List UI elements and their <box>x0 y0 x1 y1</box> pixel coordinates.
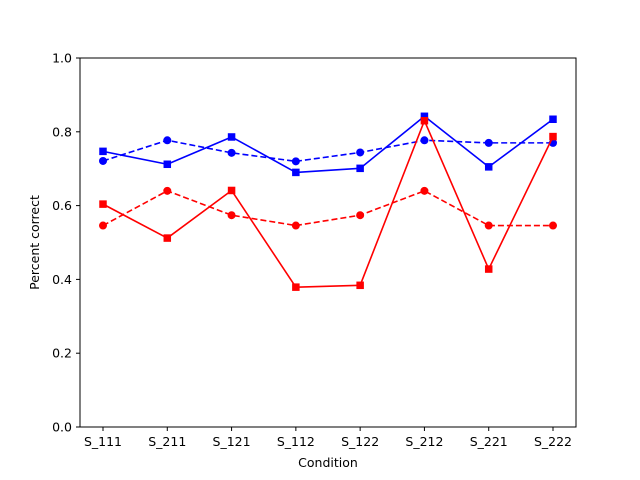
data-point <box>356 148 365 157</box>
data-point <box>484 221 493 230</box>
series-line <box>102 190 553 227</box>
data-point <box>227 133 236 141</box>
data-point <box>99 156 107 165</box>
x-tick-label: S_222 <box>534 434 572 449</box>
series-line <box>102 115 554 174</box>
y-axis-label: Percent correct <box>27 195 42 290</box>
y-tick-label: 0.4 <box>52 272 72 287</box>
data-point <box>163 160 172 169</box>
y-tick-label: 0.8 <box>52 124 72 139</box>
data-point <box>99 147 107 156</box>
data-point <box>549 132 557 141</box>
data-point <box>420 186 429 195</box>
data-point <box>99 221 107 230</box>
data-point <box>291 157 300 166</box>
x-tick-label: S_212 <box>405 434 443 449</box>
y-tick-label: 0.0 <box>52 420 72 435</box>
data-point <box>99 200 107 208</box>
data-point <box>484 138 493 147</box>
data-point <box>549 221 557 230</box>
data-point <box>291 221 300 230</box>
data-point <box>292 283 300 291</box>
data-point <box>420 112 429 121</box>
data-point <box>227 148 236 157</box>
data-point <box>356 211 365 220</box>
data-point <box>420 116 429 125</box>
data-point <box>356 281 364 290</box>
x-tick-label: S_122 <box>341 434 379 449</box>
y-tick-label: 0.6 <box>52 198 72 213</box>
series-line <box>102 139 553 163</box>
y-tick-label: 1.0 <box>52 51 72 66</box>
data-point <box>163 234 172 242</box>
data-point <box>163 186 172 195</box>
y-tick-label: 0.2 <box>52 346 72 361</box>
series-2 <box>99 136 557 166</box>
plot-area <box>99 112 557 291</box>
x-tick-label: S_121 <box>213 434 251 449</box>
data-point <box>227 211 236 220</box>
series-4 <box>99 186 557 230</box>
series-3 <box>99 116 557 291</box>
data-point <box>549 115 557 124</box>
series-1 <box>99 112 557 177</box>
x-tick-label: S_111 <box>84 434 122 449</box>
ticks: S_111 S_211 S_121 S_112 S_122 S_212 S_221 S_222… <box>52 51 572 450</box>
data-point <box>356 164 364 173</box>
x-tick-label: S_112 <box>277 434 315 449</box>
x-tick-label: S_211 <box>148 434 186 449</box>
x-tick-label: S_221 <box>470 434 508 449</box>
x-axis-label: Condition <box>298 455 358 470</box>
data-point <box>420 136 429 145</box>
data-point <box>484 265 493 273</box>
series-line <box>102 119 554 288</box>
axes-frame <box>79 57 577 428</box>
data-point <box>227 186 236 195</box>
data-point <box>163 136 172 145</box>
data-point <box>292 168 300 177</box>
data-point <box>484 163 493 171</box>
